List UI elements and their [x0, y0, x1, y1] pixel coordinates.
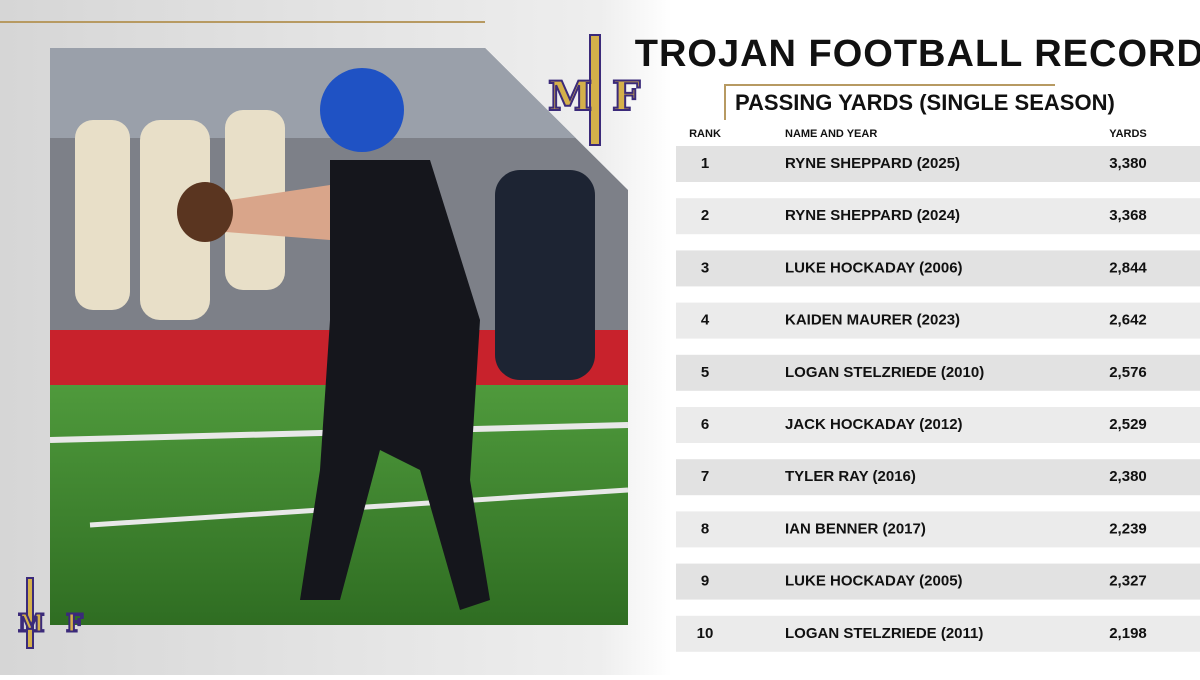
row-background	[676, 459, 1200, 496]
cell: 6	[701, 416, 709, 433]
cell: 2,380	[1109, 468, 1147, 485]
logo: M F M F	[17, 34, 641, 649]
cell: 5	[701, 364, 709, 381]
cell: 2,327	[1109, 573, 1147, 590]
row-background	[676, 354, 1200, 391]
row-background	[676, 146, 1200, 182]
cell: 7	[701, 468, 709, 485]
cell: 2,529	[1109, 416, 1147, 433]
cell: JACK HOCKADAY (2012)	[785, 416, 963, 433]
row-background	[676, 615, 1200, 652]
row-background	[676, 407, 1200, 443]
subtitle-bracket	[724, 84, 1055, 120]
cell: 2	[701, 207, 709, 224]
row-background	[676, 563, 1200, 600]
svg-text:F: F	[66, 609, 83, 638]
row-background	[676, 198, 1200, 235]
svg-text:F: F	[612, 73, 640, 120]
cell: 2,642	[1109, 312, 1147, 329]
cell: TYLER RAY (2016)	[785, 468, 916, 485]
cell: LUKE HOCKADAY (2006)	[785, 259, 963, 276]
svg-text:M: M	[548, 73, 592, 120]
cell: LUKE HOCKADAY (2005)	[785, 573, 963, 590]
cell: 3,380	[1109, 155, 1147, 172]
cell: 2,576	[1109, 364, 1147, 381]
cell: 2,198	[1109, 625, 1147, 642]
cell: 4	[701, 312, 710, 329]
cell: 3	[701, 259, 709, 276]
cell: 2,239	[1109, 520, 1147, 537]
cell: 1	[701, 155, 709, 172]
cell: KAIDEN MAURER (2023)	[785, 312, 960, 329]
cell: LOGAN STELZRIEDE (2011)	[785, 625, 983, 642]
column-header: NAME AND YEAR	[785, 128, 877, 140]
cell: IAN BENNER (2017)	[785, 520, 926, 537]
title: TROJAN FOOTBALL RECORDS	[635, 33, 1200, 75]
row-background	[676, 250, 1200, 287]
row-background	[676, 511, 1200, 548]
svg-text:M: M	[18, 609, 45, 638]
player-photo	[50, 48, 628, 625]
cell: 3,368	[1109, 207, 1147, 224]
column-header: YARDS	[1109, 128, 1147, 140]
subtitle: PASSING YARDS (SINGLE SEASON)	[735, 90, 1115, 115]
row-background	[676, 302, 1200, 339]
cell: 9	[701, 573, 709, 590]
cell: RYNE SHEPPARD (2024)	[785, 207, 960, 224]
cell: 8	[701, 520, 709, 537]
cell: LOGAN STELZRIEDE (2010)	[785, 364, 984, 381]
cell: RYNE SHEPPARD (2025)	[785, 155, 960, 172]
cell: 2,844	[1109, 259, 1147, 276]
records-table: RANK NAME AND YEAR YARDS 1 RYNE SHEPPARD (20…	[676, 128, 1200, 652]
column-header: RANK	[689, 128, 721, 140]
cell: 10	[697, 625, 714, 642]
